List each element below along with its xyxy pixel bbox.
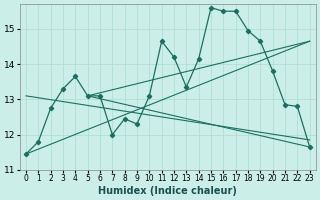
X-axis label: Humidex (Indice chaleur): Humidex (Indice chaleur) xyxy=(98,186,237,196)
